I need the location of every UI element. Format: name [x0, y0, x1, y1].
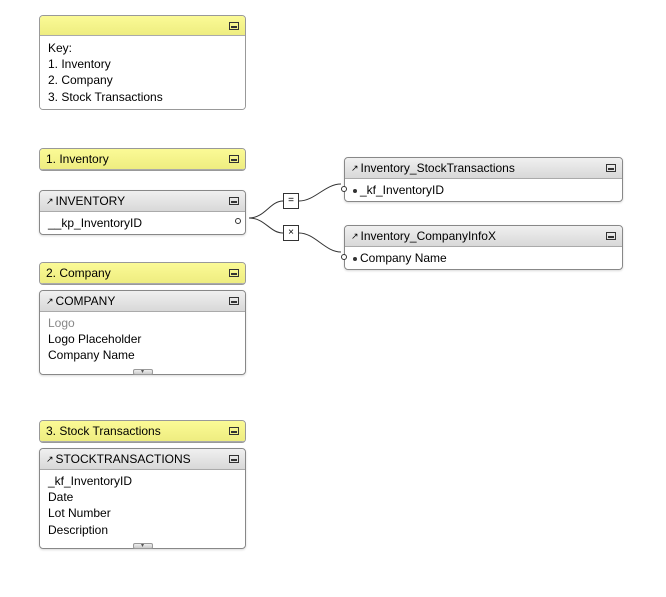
table-header[interactable]: ↗Inventory_CompanyInfoX — [345, 226, 622, 247]
expand-icon: ↗ — [351, 231, 359, 242]
section-header: 3. Stock Transactions — [40, 421, 245, 442]
field[interactable]: __kp_InventoryID — [48, 215, 239, 231]
table-company[interactable]: ↗COMPANY Logo Logo Placeholder Company N… — [39, 290, 246, 375]
table-body: Company Name — [345, 247, 622, 269]
section-title: 3. Stock Transactions — [46, 424, 161, 438]
section-stock: 3. Stock Transactions — [39, 420, 246, 443]
field[interactable]: Date — [48, 489, 239, 505]
table-title: Inventory_CompanyInfoX — [361, 229, 496, 243]
table-inv-company[interactable]: ↗Inventory_CompanyInfoX Company Name — [344, 225, 623, 270]
table-inventory[interactable]: ↗INVENTORY __kp_InventoryID — [39, 190, 246, 235]
minimize-icon[interactable] — [229, 297, 239, 305]
key-indicator-icon — [341, 186, 347, 192]
minimize-icon[interactable] — [229, 269, 239, 277]
table-title: COMPANY — [56, 294, 116, 308]
section-title: 1. Inventory — [46, 152, 109, 166]
table-body: __kp_InventoryID — [40, 212, 245, 234]
section-header: 2. Company — [40, 263, 245, 284]
key-panel-body: Key: 1. Inventory 2. Company 3. Stock Tr… — [40, 36, 245, 109]
expand-icon: ↗ — [46, 454, 54, 465]
minimize-icon[interactable] — [229, 197, 239, 205]
key-panel-header — [40, 16, 245, 36]
key-dot-icon — [353, 189, 357, 193]
table-header[interactable]: ↗COMPANY — [40, 291, 245, 312]
field[interactable]: _kf_InventoryID — [48, 473, 239, 489]
table-title: INVENTORY — [56, 194, 126, 208]
field[interactable]: Logo Placeholder — [48, 331, 239, 347]
minimize-icon[interactable] — [606, 232, 616, 240]
scroll-handle[interactable]: ▾ — [133, 369, 153, 375]
minimize-icon[interactable] — [606, 164, 616, 172]
field[interactable]: Company Name — [353, 250, 616, 266]
section-header: 1. Inventory — [40, 149, 245, 170]
expand-icon: ↗ — [46, 296, 54, 307]
section-company: 2. Company — [39, 262, 246, 285]
field[interactable]: Company Name — [48, 347, 239, 363]
table-body: _kf_InventoryID Date Lot Number Descript… — [40, 470, 245, 548]
minimize-icon[interactable] — [229, 155, 239, 163]
table-header[interactable]: ↗Inventory_StockTransactions — [345, 158, 622, 179]
section-inventory: 1. Inventory — [39, 148, 246, 171]
minimize-icon[interactable] — [229, 455, 239, 463]
scroll-handle[interactable]: ▾ — [133, 543, 153, 549]
field[interactable]: _kf_InventoryID — [353, 182, 616, 198]
relation-equals[interactable]: = — [283, 193, 299, 209]
table-body: _kf_InventoryID — [345, 179, 622, 201]
table-inv-stock[interactable]: ↗Inventory_StockTransactions _kf_Invento… — [344, 157, 623, 202]
table-stocktransactions[interactable]: ↗STOCKTRANSACTIONS _kf_InventoryID Date … — [39, 448, 246, 549]
field[interactable]: Description — [48, 522, 239, 538]
minimize-icon[interactable] — [229, 22, 239, 30]
table-title: STOCKTRANSACTIONS — [56, 452, 191, 466]
table-body: Logo Logo Placeholder Company Name ▾ — [40, 312, 245, 374]
table-title: Inventory_StockTransactions — [361, 161, 515, 175]
key-indicator-icon — [235, 218, 241, 224]
section-title: 2. Company — [46, 266, 111, 280]
key-panel: Key: 1. Inventory 2. Company 3. Stock Tr… — [39, 15, 246, 110]
key-dot-icon — [353, 257, 357, 261]
table-header[interactable]: ↗STOCKTRANSACTIONS — [40, 449, 245, 470]
expand-icon: ↗ — [351, 163, 359, 174]
field[interactable]: Lot Number — [48, 505, 239, 521]
field[interactable]: Logo — [48, 315, 239, 331]
key-indicator-icon — [341, 254, 347, 260]
relation-cross[interactable]: × — [283, 225, 299, 241]
minimize-icon[interactable] — [229, 427, 239, 435]
table-header[interactable]: ↗INVENTORY — [40, 191, 245, 212]
expand-icon: ↗ — [46, 196, 54, 207]
